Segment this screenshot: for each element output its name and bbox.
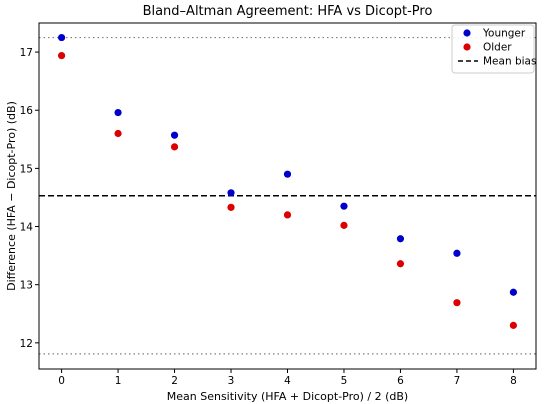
x-tick-label: 6 <box>397 375 404 387</box>
point-younger-2 <box>170 131 179 139</box>
point-older-3 <box>227 203 235 211</box>
point-older-0 <box>57 51 66 60</box>
point-older-7 <box>453 299 461 307</box>
legend-label-younger: Younger <box>482 28 526 40</box>
point-older-6 <box>396 260 405 268</box>
x-tick-label: 2 <box>171 375 178 387</box>
point-younger-4 <box>283 170 292 178</box>
x-axis-ticks: 0 1 2 3 4 5 6 7 8 <box>58 369 517 387</box>
point-younger-5 <box>340 202 348 210</box>
legend-box <box>451 24 535 74</box>
y-tick-label: 14 <box>20 222 34 234</box>
y-tick-label: 17 <box>20 47 33 59</box>
x-tick-label: 7 <box>454 375 461 387</box>
point-younger-1 <box>114 108 122 117</box>
point-older-4 <box>283 211 292 219</box>
x-tick-label: 8 <box>510 375 517 387</box>
point-younger-3 <box>227 189 235 197</box>
point-younger-6 <box>396 235 405 243</box>
x-tick-label: 0 <box>58 375 65 387</box>
y-tick-label: 12 <box>20 338 33 350</box>
legend: Younger Older Mean bias <box>451 24 536 74</box>
x-tick-label: 5 <box>341 375 348 387</box>
point-younger-7 <box>453 249 461 257</box>
legend-label-mean-bias: Mean bias <box>483 56 536 68</box>
point-older-8 <box>509 321 518 329</box>
point-older-2 <box>170 143 179 151</box>
y-tick-label: 13 <box>20 280 33 292</box>
reference-lines <box>39 36 536 355</box>
chart-title: Bland–Altman Agreement: HFA vs Dicopt-Pr… <box>143 4 433 19</box>
x-tick-label: 1 <box>115 375 122 387</box>
y-tick-label: 16 <box>20 105 34 117</box>
point-older-5 <box>340 221 348 229</box>
data-points <box>57 33 518 329</box>
x-tick-label: 4 <box>284 375 291 387</box>
legend-marker-older <box>463 43 471 51</box>
point-younger-8 <box>509 288 518 296</box>
legend-label-older: Older <box>483 42 512 54</box>
y-axis-ticks: 12 13 14 15 16 17 <box>20 47 39 350</box>
x-axis-label: Mean Sensitivity (HFA + Dicopt-Pro) / 2 … <box>167 390 408 403</box>
y-axis-label: Difference (HFA − Dicopt-Pro) (dB) <box>5 101 18 291</box>
x-tick-label: 3 <box>228 375 235 387</box>
legend-marker-younger <box>463 29 471 37</box>
point-older-1 <box>114 129 122 138</box>
point-younger-0 <box>57 33 66 42</box>
y-tick-label: 15 <box>20 163 33 175</box>
